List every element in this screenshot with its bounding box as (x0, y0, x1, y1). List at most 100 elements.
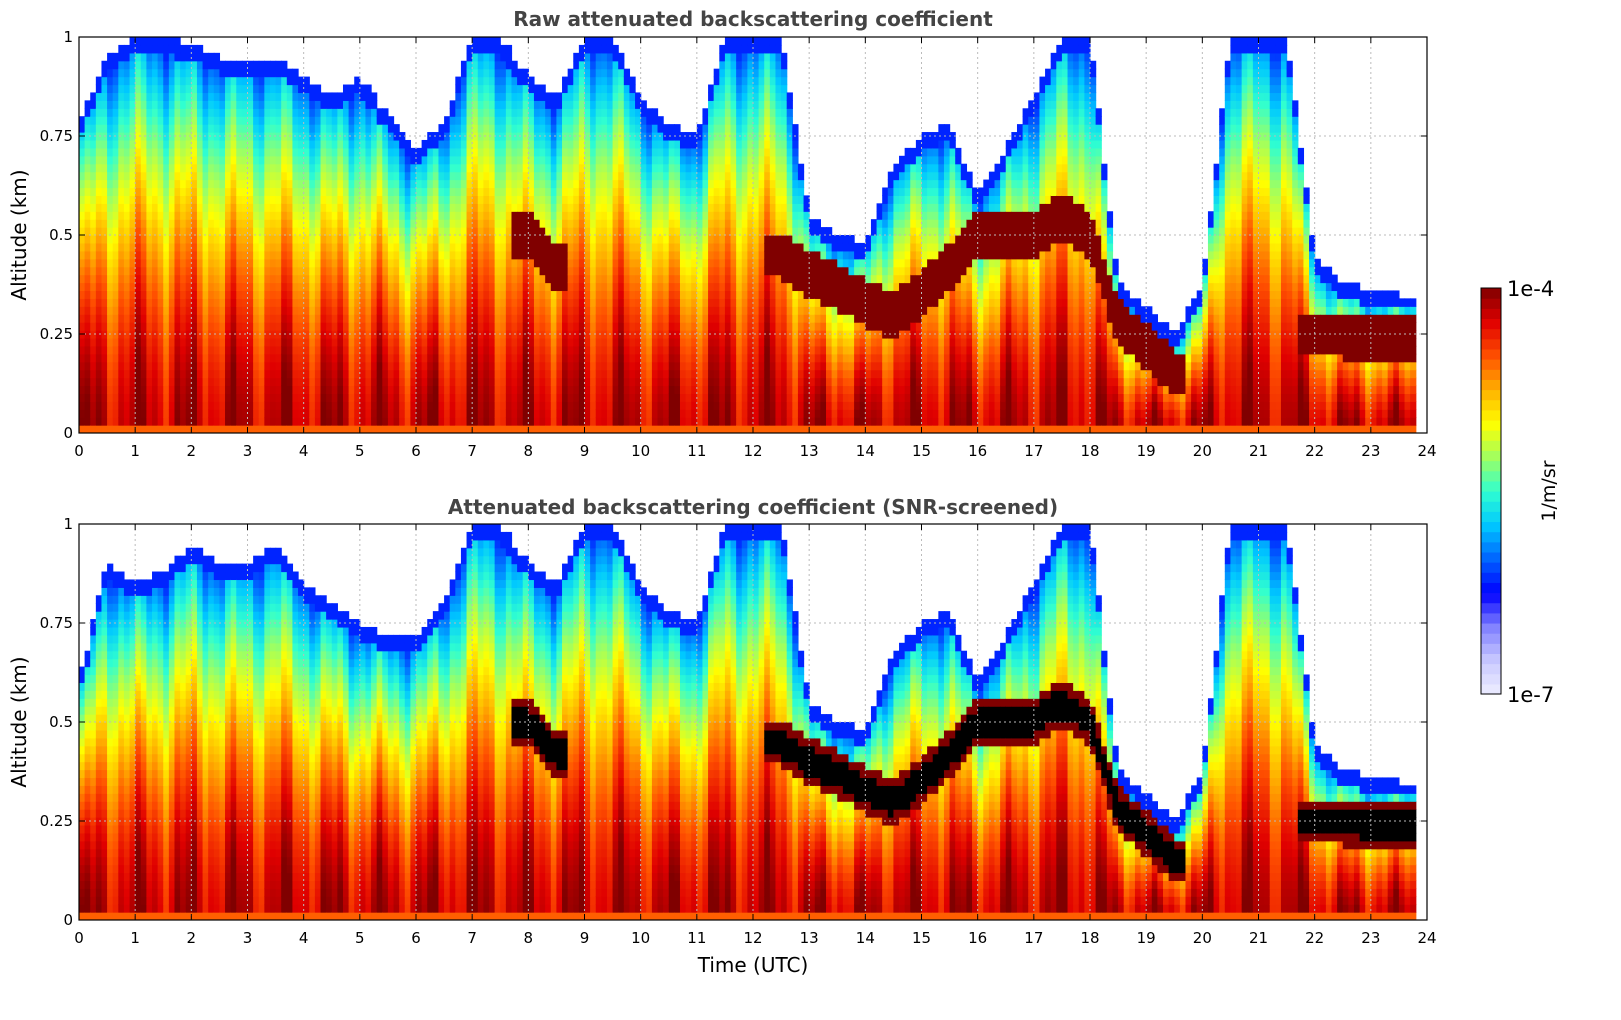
heatmap-cell (584, 401, 591, 410)
heatmap-cell (674, 369, 681, 379)
heatmap-cell (314, 361, 322, 371)
heatmap-cell (438, 425, 445, 433)
heatmap-cell (601, 219, 608, 228)
heatmap-cell (489, 417, 496, 426)
heatmap-cell (618, 322, 625, 331)
heatmap-cell (640, 345, 647, 355)
heatmap-cell (685, 171, 692, 181)
heatmap-cell (618, 298, 625, 307)
heatmap-cell (601, 377, 608, 387)
heatmap-cell (196, 282, 204, 292)
heatmap-cell (573, 385, 580, 394)
heatmap-cell (545, 132, 552, 141)
heatmap-cell (303, 353, 310, 363)
heatmap-cell (500, 266, 507, 276)
heatmap-cell (348, 108, 355, 117)
heatmap-cell (578, 345, 586, 355)
heatmap-cell (112, 84, 119, 94)
heatmap-cell (303, 155, 310, 165)
heatmap-cell (382, 266, 389, 276)
heatmap-cell (494, 155, 501, 165)
heatmap-cell (595, 76, 602, 86)
heatmap-cell (410, 187, 417, 196)
heatmap-cell (107, 417, 114, 426)
heatmap-cell (225, 322, 232, 331)
heatmap-cell (281, 235, 288, 244)
heatmap-cell (331, 139, 338, 149)
heatmap-cell (118, 298, 125, 307)
heatmap-cell (505, 282, 513, 292)
heatmap-cell (460, 306, 468, 315)
heatmap-cell (253, 361, 260, 371)
heatmap-cell (691, 369, 698, 379)
heatmap-cell (416, 298, 423, 307)
heatmap-cell (275, 282, 282, 292)
heatmap-cell (556, 306, 563, 315)
heatmap-cell (286, 385, 294, 394)
heatmap-cell (298, 235, 305, 244)
heatmap-cell (371, 139, 378, 149)
heatmap-cell (196, 353, 204, 363)
heatmap-cell (679, 187, 687, 196)
heatmap-cell (460, 409, 468, 418)
heatmap-cell (539, 219, 546, 228)
heatmap-cell (449, 124, 456, 133)
heatmap-cell (337, 385, 344, 394)
heatmap-cell (326, 337, 333, 347)
heatmap-cell (444, 266, 451, 276)
heatmap-cell (90, 195, 97, 204)
heatmap-cell (157, 52, 164, 62)
heatmap-cell (219, 425, 226, 433)
heatmap-cell (640, 100, 647, 109)
heatmap-cell (483, 409, 490, 418)
heatmap-cell (618, 345, 625, 355)
heatmap-cell (95, 345, 103, 355)
heatmap-cell (466, 76, 473, 86)
heatmap-cell (185, 116, 192, 125)
heatmap-cell (146, 179, 153, 189)
heatmap-cell (118, 227, 125, 236)
heatmap-cell (230, 314, 237, 323)
heatmap-cell (578, 227, 586, 236)
heatmap-cell (438, 345, 445, 355)
heatmap-cell (455, 227, 462, 236)
heatmap-cell (213, 100, 221, 109)
heatmap-cell (460, 100, 468, 109)
heatmap-cell (236, 345, 243, 355)
heatmap-cell (545, 139, 552, 149)
heatmap-cell (258, 314, 265, 323)
heatmap-cell (651, 425, 659, 433)
heatmap-cell (533, 385, 541, 394)
heatmap-cell (477, 409, 484, 418)
heatmap-cell (432, 250, 440, 260)
heatmap-cell (337, 274, 344, 284)
heatmap-cell (500, 116, 507, 125)
heatmap-cell (174, 274, 181, 284)
heatmap-cell (135, 235, 142, 244)
heatmap-cell (140, 108, 147, 117)
heatmap-cell (281, 211, 288, 220)
heatmap-cell (348, 385, 355, 394)
heatmap-cell (584, 108, 591, 117)
heatmap-cell (691, 258, 698, 268)
heatmap-cell (225, 179, 232, 189)
heatmap-cell (416, 409, 423, 418)
heatmap-cell (253, 219, 260, 228)
heatmap-cell (286, 227, 294, 236)
heatmap-cell (180, 187, 187, 196)
heatmap-cell (393, 337, 400, 347)
heatmap-cell (416, 203, 423, 212)
heatmap-cell (168, 171, 176, 181)
heatmap-cell (489, 163, 496, 173)
heatmap-cell (387, 417, 395, 426)
heatmap-cell (140, 417, 147, 426)
heatmap-cell (314, 425, 322, 433)
heatmap-cell (657, 258, 664, 268)
heatmap-cell (432, 219, 440, 228)
heatmap-cell (168, 330, 176, 339)
heatmap-cell (230, 68, 237, 78)
heatmap-cell (314, 203, 322, 212)
heatmap-cell (191, 116, 198, 125)
heatmap-cell (606, 171, 614, 181)
heatmap-cell (196, 108, 204, 117)
